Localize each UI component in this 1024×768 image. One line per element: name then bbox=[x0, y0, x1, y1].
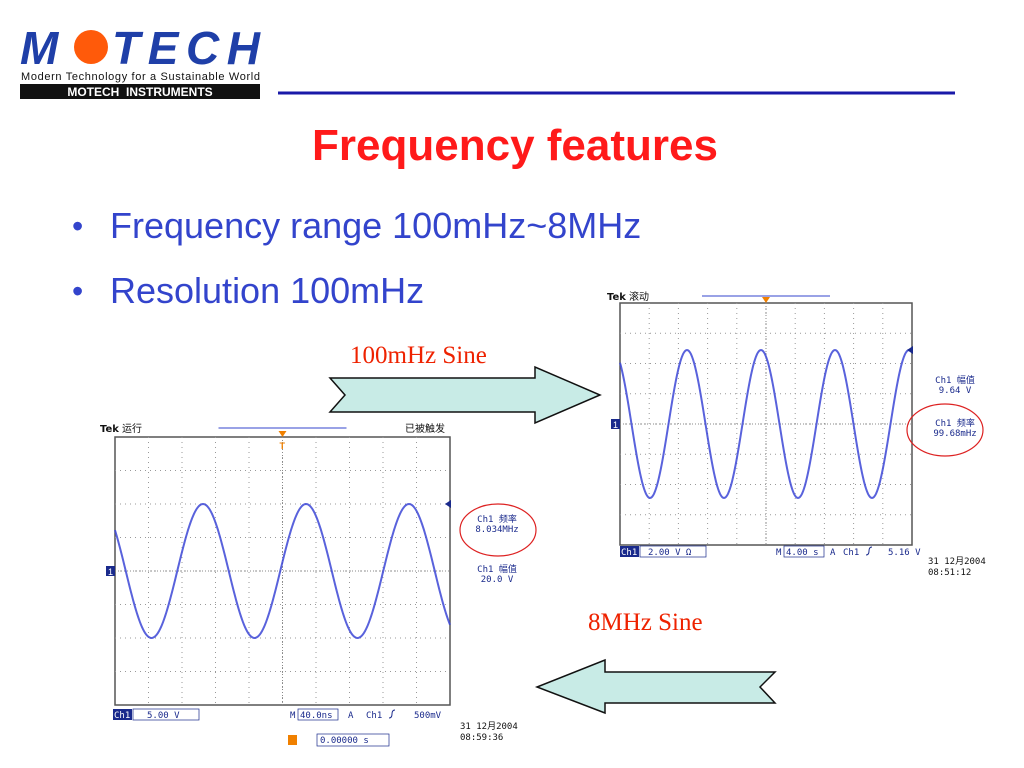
time: 08:51:12 bbox=[928, 568, 971, 578]
scale-box bbox=[132, 708, 200, 721]
channel-marker-bg bbox=[611, 419, 620, 429]
brand: Tek bbox=[607, 292, 626, 303]
slope-icon bbox=[865, 546, 873, 556]
channel-marker: 1 bbox=[108, 567, 113, 577]
logo-tagline: Modern Technology for a Sustainable Worl… bbox=[21, 71, 260, 83]
trigger-marker: T bbox=[280, 441, 286, 451]
logo-banner: MOTECH INSTRUMENTS bbox=[67, 85, 212, 99]
channel-marker-bg bbox=[106, 566, 115, 576]
logo: M TECH Modern Technology for a Sustainab… bbox=[20, 22, 261, 99]
trigger-prefix: A bbox=[830, 548, 836, 558]
trigger-pointer bbox=[762, 297, 770, 303]
time-box bbox=[297, 708, 339, 721]
run-state: 滚动 bbox=[629, 290, 649, 303]
time-scale: 40.0ns bbox=[300, 711, 333, 721]
brand: Tek bbox=[100, 424, 119, 435]
readout-label: Ch1 幅值 bbox=[477, 563, 517, 575]
readout-value: 99.68mHz bbox=[933, 429, 976, 439]
channel-box bbox=[620, 546, 639, 557]
logo-dot bbox=[74, 30, 108, 64]
trigger-channel: Ch1 bbox=[843, 548, 859, 558]
slope-icon bbox=[388, 709, 396, 719]
level-marker bbox=[445, 500, 451, 508]
position-box bbox=[316, 733, 390, 747]
readout-label: Ch1 频率 bbox=[935, 417, 975, 429]
waveform bbox=[114, 502, 451, 639]
logo-left: M bbox=[20, 22, 60, 74]
bottom-channel: Ch1 bbox=[621, 548, 637, 558]
position-icon bbox=[288, 735, 297, 745]
bottom-channel: Ch1 bbox=[114, 711, 130, 721]
time-prefix: M bbox=[290, 711, 296, 721]
trigger-pointer bbox=[278, 431, 287, 437]
logo-right: TECH bbox=[112, 22, 261, 74]
label-fast: 8MHz Sine bbox=[588, 609, 703, 636]
readout-label: Ch1 幅值 bbox=[935, 374, 975, 386]
bottom-scale: 2.00 V Ω bbox=[648, 548, 692, 558]
trigger-level: 500mV bbox=[414, 711, 442, 721]
channel-box bbox=[113, 709, 132, 720]
highlight bbox=[906, 403, 984, 457]
trigger-channel: Ch1 bbox=[366, 711, 382, 721]
date: 31 12月2004 bbox=[928, 556, 986, 567]
arrow-left bbox=[534, 658, 777, 715]
arrow-right bbox=[328, 365, 602, 425]
logo-banner-bg bbox=[20, 84, 260, 99]
time-box bbox=[783, 545, 825, 558]
readout-value: 9.64 V bbox=[939, 386, 972, 396]
readout-value: 8.034MHz bbox=[475, 525, 518, 535]
bullet: Frequency range 100mHz~8MHz bbox=[110, 205, 641, 246]
trigger-prefix: A bbox=[348, 711, 354, 721]
time-scale: 4.00 s bbox=[786, 548, 819, 558]
bullet-dot: • bbox=[72, 208, 83, 244]
date: 31 12月2004 bbox=[460, 721, 518, 732]
readout-value: 20.0 V bbox=[481, 575, 514, 585]
time: 08:59:36 bbox=[460, 733, 503, 743]
level-marker bbox=[907, 346, 913, 354]
trigger-state: 已被触发 bbox=[405, 422, 445, 435]
waveform bbox=[619, 348, 913, 500]
label-slow: 100mHz Sine bbox=[350, 342, 487, 369]
trigger-level: 5.16 V bbox=[888, 548, 921, 558]
bottom-scale: 5.00 V bbox=[147, 711, 180, 721]
bullet: Resolution 100mHz bbox=[110, 270, 424, 311]
channel-marker: 1 bbox=[613, 420, 618, 430]
readout-label: Ch1 频率 bbox=[477, 513, 517, 525]
scale-box bbox=[639, 545, 707, 558]
highlight bbox=[459, 503, 537, 557]
time-prefix: M bbox=[776, 548, 782, 558]
run-state: 运行 bbox=[122, 422, 142, 435]
title: Frequency features bbox=[312, 121, 718, 170]
bullet-dot: • bbox=[72, 273, 83, 309]
position: 0.00000 s bbox=[320, 736, 369, 746]
